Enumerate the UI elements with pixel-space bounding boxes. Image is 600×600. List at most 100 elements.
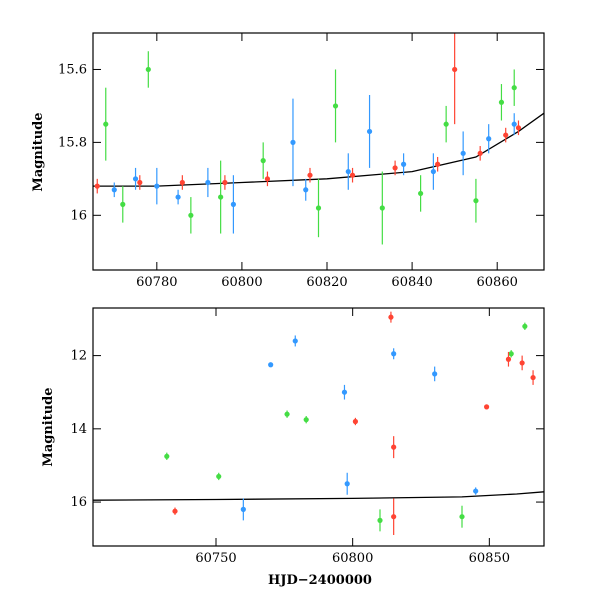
bottom-series-2-point — [388, 314, 394, 320]
bottom-series-2-point — [519, 360, 525, 366]
bottom-series-1-point — [377, 517, 383, 523]
bottom-series-0-point — [292, 338, 298, 344]
top-series-0-point — [205, 179, 211, 186]
bottom-model-curve — [93, 491, 544, 501]
bottom-y-tick-label: 14 — [70, 422, 87, 437]
top-x-tick-label: 60800 — [221, 275, 262, 290]
top-series-0-point — [111, 187, 117, 193]
bottom-series-0-point — [344, 481, 350, 487]
top-series-1-point — [473, 198, 479, 204]
bottom-series-1-point — [284, 411, 290, 417]
top-series-1-point — [120, 201, 126, 207]
top-series-0-point — [430, 168, 436, 175]
bottom-panel-data — [93, 311, 544, 536]
top-series-1-point — [188, 212, 194, 218]
top-series-0-point — [303, 187, 309, 193]
top-y-tick-label: 15.8 — [58, 135, 87, 150]
bottom-series-2-point — [352, 418, 358, 425]
top-model-curve — [93, 112, 544, 187]
bottom-series-2-point — [530, 374, 536, 381]
top-y-tick-label: 16 — [70, 208, 87, 223]
bottom-x-tick-label: 60750 — [195, 551, 236, 566]
bottom-series-0-point — [268, 362, 274, 368]
top-series-0-point — [132, 176, 139, 182]
top-series-0-point — [290, 139, 296, 145]
top-series-2-point — [222, 179, 228, 186]
top-panel-axes: 60780 60800 60820 60840 60860 15.6 15.8 16 — [58, 33, 544, 290]
top-series-2-point — [435, 161, 441, 167]
top-series-1-point — [418, 190, 424, 197]
bottom-x-tick-label: 60800 — [332, 551, 373, 566]
bottom-series-2 — [172, 311, 536, 536]
top-x-tick-label: 60840 — [391, 275, 432, 290]
top-series-1-point — [443, 121, 449, 127]
top-series-2-point — [477, 150, 483, 156]
bottom-series-1-point — [216, 473, 222, 480]
top-series-1-point — [379, 205, 385, 211]
bottom-series-1-point — [303, 417, 309, 423]
bottom-panel-frame — [92, 307, 545, 547]
top-series-2-point — [349, 172, 356, 178]
top-series-0-point — [345, 168, 351, 175]
top-x-tick-label: 60860 — [477, 275, 518, 290]
top-series-2-point — [264, 176, 271, 182]
bottom-series-1 — [164, 322, 528, 532]
bottom-series-2-point — [172, 508, 178, 514]
bottom-series-2-point — [505, 356, 512, 362]
top-series-1-point — [498, 99, 505, 105]
top-series-2 — [94, 33, 522, 194]
top-series-2-point — [503, 132, 509, 138]
top-series-0-point — [486, 136, 492, 142]
top-series-0 — [111, 94, 517, 234]
bottom-panel-axes: 60750 60800 60850 12 14 16 — [70, 308, 544, 566]
top-y-axis-title: Magnitude — [31, 112, 46, 191]
bottom-series-1-point — [459, 514, 465, 520]
bottom-series-2-point — [484, 404, 490, 410]
top-series-2-point — [179, 179, 185, 186]
top-x-tick-label: 60820 — [306, 275, 347, 290]
bottom-series-0-point — [432, 371, 438, 377]
bottom-x-axis-title: HJD−2400000 — [268, 573, 372, 588]
top-series-2-point — [392, 165, 398, 171]
bottom-series-1-point — [522, 323, 528, 329]
top-series-0-point — [511, 121, 517, 127]
bottom-series-0 — [240, 335, 479, 521]
top-panel-data — [93, 33, 544, 245]
top-panel: 60780 60800 60820 60840 60860 15.6 15.8 16 Magn… — [31, 32, 545, 290]
top-series-1 — [103, 51, 517, 245]
top-series-1-point — [145, 66, 151, 73]
top-series-0-point — [175, 194, 181, 200]
top-series-1-point — [103, 121, 109, 127]
top-series-2-point — [515, 125, 522, 131]
bottom-series-2-point — [391, 514, 397, 520]
bottom-y-tick-label: 16 — [70, 495, 87, 510]
bottom-x-tick-label: 60850 — [469, 551, 510, 566]
top-y-tick-label: 15.6 — [58, 62, 87, 77]
top-series-0-point — [154, 183, 160, 189]
top-series-2-point — [307, 172, 313, 178]
bottom-series-1-point — [164, 453, 170, 459]
bottom-series-0-point — [240, 506, 246, 512]
top-series-1-point — [315, 205, 322, 211]
top-series-2-point — [452, 66, 458, 73]
top-series-1-point — [260, 158, 266, 164]
top-series-2-point — [137, 179, 143, 186]
top-series-1-point — [332, 103, 339, 109]
top-series-1-point — [218, 194, 224, 200]
bottom-panel: 60750 60800 60850 12 14 16 Magnitude HJD−2400… — [41, 307, 545, 588]
top-series-0-point — [400, 161, 407, 167]
top-series-0-point — [460, 150, 466, 156]
top-series-2-point — [94, 183, 100, 189]
bottom-series-1-point — [508, 351, 514, 357]
bottom-series-0-point — [391, 351, 397, 357]
bottom-series-0-point — [341, 389, 348, 395]
bottom-y-axis-title: Magnitude — [41, 387, 56, 466]
top-panel-frame — [92, 32, 545, 271]
bottom-series-2-point — [391, 444, 397, 450]
top-series-0-point — [366, 128, 373, 135]
top-series-0-point — [230, 201, 237, 207]
top-series-1-point — [511, 85, 517, 91]
bottom-series-0-point — [473, 488, 479, 494]
bottom-y-tick-label: 12 — [70, 349, 87, 364]
